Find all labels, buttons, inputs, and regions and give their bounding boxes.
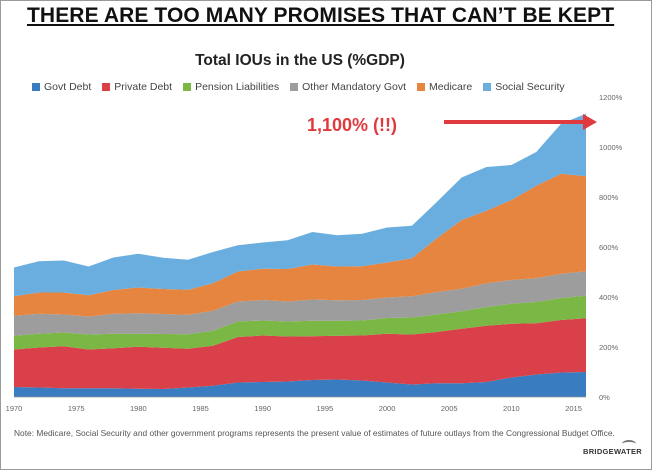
- legend-label: Pension Liabilities: [195, 81, 280, 93]
- area-series: [14, 173, 586, 317]
- area-series: [14, 113, 586, 297]
- legend-swatch: [102, 83, 111, 91]
- legend-swatch: [417, 83, 426, 91]
- y-tick-label: 1000%: [599, 143, 623, 152]
- y-tick-label: 200%: [599, 343, 619, 352]
- area-series: [14, 295, 586, 350]
- legend-swatch: [483, 83, 492, 91]
- bridgewater-logo: BRIDGEWATER: [583, 447, 642, 456]
- legend-label: Other Mandatory Govt: [302, 81, 407, 93]
- legend-item: Pension Liabilities: [183, 80, 279, 94]
- legend-label: Private Debt: [114, 81, 173, 93]
- legend-item: Private Debt: [102, 80, 172, 94]
- legend-swatch: [183, 83, 192, 91]
- x-tick-label: 1975: [68, 404, 85, 413]
- y-tick-label: 400%: [599, 293, 619, 302]
- x-tick-label: 1995: [317, 404, 334, 413]
- y-tick-label: 0%: [599, 393, 610, 402]
- callout-label: 1,100% (!!): [307, 115, 398, 135]
- legend-item: Medicare: [417, 80, 472, 94]
- legend-item: Social Security: [483, 80, 565, 94]
- legend-item: Govt Debt: [32, 80, 91, 94]
- y-tick-label: 1200%: [599, 93, 623, 102]
- x-tick-label: 1990: [254, 404, 271, 413]
- legend-swatch: [290, 83, 299, 91]
- chart-title: Total IOUs in the US (%GDP): [195, 52, 405, 69]
- area-series: [14, 271, 586, 336]
- callout-arrow-head: [583, 114, 597, 130]
- legend-item: Other Mandatory Govt: [290, 80, 406, 94]
- legend-label: Govt Debt: [44, 81, 92, 93]
- y-tick-label: 800%: [599, 193, 619, 202]
- legend-swatch: [32, 83, 40, 91]
- x-tick-label: 2005: [441, 404, 458, 413]
- y-tick-label: 600%: [599, 243, 619, 252]
- x-tick-label: 2015: [565, 404, 582, 413]
- area-series: [14, 372, 586, 397]
- x-tick-label: 1980: [130, 404, 147, 413]
- x-tick-label: 2010: [503, 404, 520, 413]
- x-tick-label: 1970: [6, 404, 23, 413]
- footnote: Note: Medicare, Social Security and othe…: [14, 428, 615, 438]
- legend-label: Medicare: [429, 81, 473, 93]
- x-tick-label: 1985: [192, 404, 209, 413]
- bridgewater-logo-mark: [622, 440, 636, 448]
- chart-legend: Govt Debt Private Debt Pension Liabilities…: [32, 80, 576, 94]
- legend-label: Social Security: [495, 81, 565, 93]
- x-tick-label: 2000: [379, 404, 396, 413]
- area-series: [14, 318, 586, 389]
- headline: THERE ARE TOO MANY PROMISES THAT CAN’T B…: [27, 4, 615, 27]
